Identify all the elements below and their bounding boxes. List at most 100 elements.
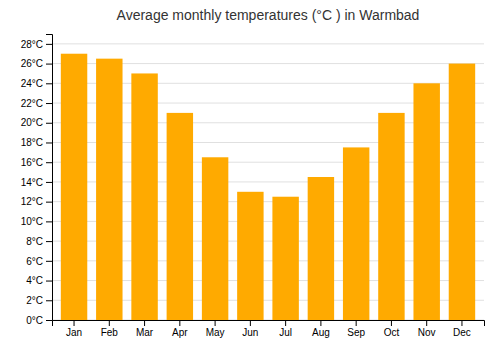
y-tick: 4°C [26, 275, 52, 286]
y-tick-label: 16°C [21, 157, 43, 168]
x-axis-line [53, 321, 485, 327]
x-tick: Oct [384, 320, 400, 338]
y-tick-label: 2°C [26, 295, 43, 306]
y-tick-label: 0°C [26, 315, 43, 326]
x-tick-mark [144, 320, 145, 326]
grid [52, 44, 484, 320]
x-tick: Dec [453, 320, 471, 338]
x-tick: Jun [242, 320, 258, 338]
y-tick-mark [46, 261, 52, 262]
bar [272, 197, 298, 320]
y-tick: 10°C [21, 216, 52, 227]
x-tick: Sep [347, 320, 365, 338]
x-tick-mark [426, 320, 427, 326]
chart-svg: 0°C 2°C 4°C 6°C 8°C 10°C 12°C 14°C 16°C 18°C 20°C 2… [0, 0, 500, 350]
bar [413, 83, 439, 320]
y-tick-label: 22°C [21, 98, 43, 109]
y-tick: 6°C [26, 256, 52, 267]
y-tick-mark [46, 123, 52, 124]
x-tick-label: Feb [101, 327, 119, 338]
x-tick-mark [74, 320, 75, 326]
bar [308, 177, 334, 320]
plot-area: 0°C 2°C 4°C 6°C 8°C 10°C 12°C 14°C 16°C 18°C 20°C 2… [21, 35, 485, 339]
x-tick: Aug [312, 320, 330, 338]
x-tick-label: Jun [242, 327, 258, 338]
x-tick: Feb [101, 320, 119, 338]
y-tick-label: 26°C [21, 58, 43, 69]
y-tick-label: 6°C [26, 256, 43, 267]
bar [378, 113, 404, 320]
x-tick-label: Jan [66, 327, 82, 338]
y-tick: 20°C [21, 117, 52, 128]
bar [449, 64, 475, 320]
y-tick-mark [46, 320, 52, 321]
y-tick-mark [46, 300, 52, 301]
x-tick: Mar [136, 320, 154, 338]
x-tick-mark [285, 320, 286, 326]
y-tick: 24°C [21, 78, 52, 89]
x-tick: Nov [418, 320, 436, 338]
x-tick-mark [320, 320, 321, 326]
x-tick-mark [250, 320, 251, 326]
y-tick: 26°C [21, 58, 52, 69]
x-axis: Jan Feb Mar Apr May Jun Jul Aug Sep Oct Nov Dec [53, 320, 485, 338]
y-tick: 22°C [21, 98, 52, 109]
bar [202, 157, 228, 320]
bar [167, 113, 193, 320]
y-tick-label: 10°C [21, 216, 43, 227]
y-tick-label: 18°C [21, 137, 43, 148]
bar [96, 59, 122, 320]
y-tick-mark [46, 64, 52, 65]
y-tick: 28°C [21, 39, 52, 50]
y-axis-line [46, 35, 53, 321]
grid-line [52, 43, 484, 44]
chart-title: Average monthly temperatures (°C ) in Wa… [117, 7, 420, 23]
x-tick: Jan [66, 320, 82, 338]
x-tick-mark [391, 320, 392, 326]
x-tick-label: Sep [347, 327, 365, 338]
y-tick: 8°C [26, 236, 52, 247]
x-tick: May [206, 320, 225, 338]
bar [343, 147, 369, 320]
x-tick-label: Oct [384, 327, 400, 338]
x-tick-label: May [206, 327, 225, 338]
y-tick-label: 14°C [21, 177, 43, 188]
y-tick: 14°C [21, 177, 52, 188]
y-tick-label: 4°C [26, 275, 43, 286]
x-tick-label: Aug [312, 327, 330, 338]
chart-container: 0°C 2°C 4°C 6°C 8°C 10°C 12°C 14°C 16°C 18°C 20°C 2… [0, 0, 500, 350]
x-tick-label: Nov [418, 327, 436, 338]
y-tick-mark [46, 281, 52, 282]
y-tick-label: 12°C [21, 196, 43, 207]
x-tick-label: Mar [136, 327, 154, 338]
y-tick-label: 8°C [26, 236, 43, 247]
x-tick-label: Dec [453, 327, 471, 338]
y-tick-label: 24°C [21, 78, 43, 89]
x-tick-mark [356, 320, 357, 326]
y-tick-mark [46, 83, 52, 84]
x-tick: Apr [172, 320, 188, 338]
y-tick-mark [46, 182, 52, 183]
y-tick-mark [46, 241, 52, 242]
x-tick-mark [215, 320, 216, 326]
y-tick: 18°C [21, 137, 52, 148]
y-tick: 12°C [21, 196, 52, 207]
y-tick-label: 28°C [21, 39, 43, 50]
y-tick: 2°C [26, 295, 52, 306]
x-tick-mark [179, 320, 180, 326]
x-tick-mark [461, 320, 462, 326]
y-axis: 0°C 2°C 4°C 6°C 8°C 10°C 12°C 14°C 16°C 18°C 20°C 2… [21, 35, 53, 326]
y-tick-mark [46, 44, 52, 45]
x-tick-label: Apr [172, 327, 188, 338]
y-tick-mark [46, 142, 52, 143]
y-tick: 16°C [21, 157, 52, 168]
y-tick-mark [46, 221, 52, 222]
y-tick-mark [46, 162, 52, 163]
bar [237, 192, 263, 320]
x-tick-label: Jul [279, 327, 292, 338]
bar [61, 54, 87, 320]
y-tick-mark [46, 103, 52, 104]
y-tick-label: 20°C [21, 117, 43, 128]
y-tick-mark [46, 202, 52, 203]
x-tick: Jul [279, 320, 292, 338]
